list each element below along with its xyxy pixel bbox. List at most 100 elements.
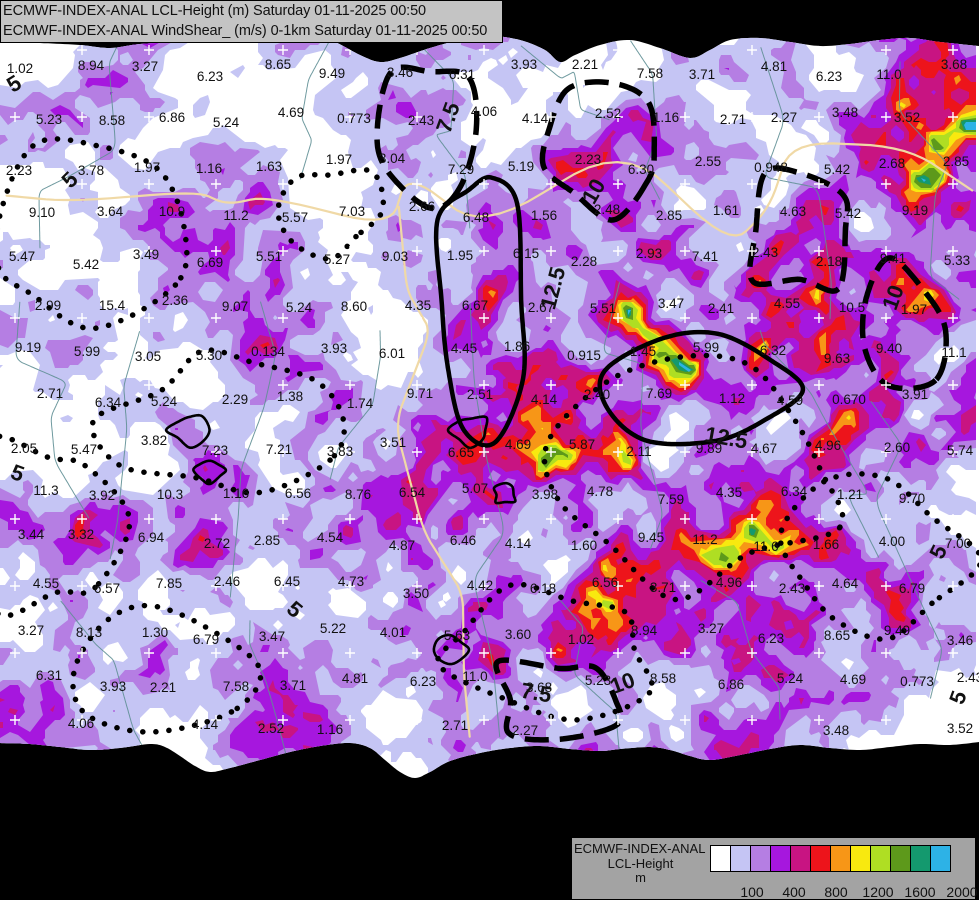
svg-text:3.68: 3.68 (526, 680, 552, 695)
svg-text:3.91: 3.91 (902, 387, 928, 402)
svg-text:7.59: 7.59 (658, 492, 684, 507)
svg-text:5.47: 5.47 (71, 442, 97, 457)
svg-text:4.14: 4.14 (192, 717, 219, 732)
svg-text:6.23: 6.23 (758, 631, 784, 646)
svg-text:5.51: 5.51 (590, 301, 616, 316)
svg-text:11.0: 11.0 (462, 669, 487, 684)
svg-text:3.93: 3.93 (321, 341, 347, 356)
svg-text:3.50: 3.50 (403, 586, 429, 601)
svg-text:5.27: 5.27 (324, 252, 350, 267)
svg-text:3.64: 3.64 (97, 204, 124, 219)
svg-text:5.22: 5.22 (320, 621, 346, 636)
svg-text:2.11: 2.11 (626, 444, 651, 459)
svg-text:2.21: 2.21 (150, 680, 176, 695)
svg-text:6.67: 6.67 (462, 298, 488, 313)
svg-text:5.24: 5.24 (151, 394, 178, 409)
svg-text:9.40: 9.40 (876, 341, 902, 356)
svg-text:7.41: 7.41 (692, 249, 718, 264)
svg-text:7.85: 7.85 (156, 576, 182, 591)
svg-text:5.63: 5.63 (444, 628, 470, 643)
svg-text:8.94: 8.94 (78, 58, 105, 73)
svg-text:3.47: 3.47 (658, 296, 684, 311)
svg-text:11.3: 11.3 (33, 483, 58, 498)
svg-text:1.74: 1.74 (347, 396, 374, 411)
svg-text:2.72: 2.72 (204, 536, 230, 551)
svg-text:6.45: 6.45 (274, 574, 300, 589)
svg-text:2.46: 2.46 (214, 574, 240, 589)
svg-text:11.6: 11.6 (753, 539, 778, 554)
svg-text:6.86: 6.86 (159, 110, 185, 125)
svg-text:5.23: 5.23 (585, 673, 611, 688)
svg-text:3.82: 3.82 (141, 433, 167, 448)
svg-text:7.69: 7.69 (646, 386, 672, 401)
svg-text:4.06: 4.06 (471, 104, 497, 119)
svg-text:3.27: 3.27 (18, 623, 44, 638)
svg-text:0.670: 0.670 (832, 392, 866, 407)
svg-text:9.19: 9.19 (15, 340, 41, 355)
svg-text:4.69: 4.69 (505, 437, 531, 452)
svg-text:3.92: 3.92 (89, 488, 115, 503)
svg-text:7.23: 7.23 (202, 443, 228, 458)
svg-text:4.42: 4.42 (467, 578, 493, 593)
svg-text:6.18: 6.18 (530, 581, 556, 596)
svg-text:1.30: 1.30 (142, 625, 168, 640)
svg-text:2.36: 2.36 (162, 293, 188, 308)
svg-text:2.43: 2.43 (408, 113, 434, 128)
svg-text:3.51: 3.51 (380, 435, 406, 450)
svg-text:3.49: 3.49 (133, 247, 159, 262)
svg-text:3.48: 3.48 (832, 105, 858, 120)
svg-text:4.69: 4.69 (278, 105, 304, 120)
svg-text:5.42: 5.42 (835, 206, 861, 221)
svg-text:9.10: 9.10 (29, 205, 55, 220)
svg-text:1.63: 1.63 (256, 159, 282, 174)
svg-text:9.03: 9.03 (382, 249, 408, 264)
svg-text:2.85: 2.85 (656, 208, 682, 223)
svg-text:3.93: 3.93 (511, 57, 537, 72)
svg-text:2.27: 2.27 (512, 723, 538, 738)
svg-text:5.99: 5.99 (693, 340, 719, 355)
svg-text:4.69: 4.69 (840, 672, 866, 687)
svg-text:5.57: 5.57 (282, 210, 308, 225)
svg-text:9.41: 9.41 (880, 251, 906, 266)
svg-text:3.71: 3.71 (650, 580, 676, 595)
svg-text:7.00: 7.00 (945, 536, 971, 551)
svg-text:1.60: 1.60 (571, 538, 597, 553)
svg-text:3.32: 3.32 (68, 527, 94, 542)
svg-text:2.60: 2.60 (884, 440, 910, 455)
svg-text:6.31: 6.31 (36, 668, 62, 683)
svg-text:1.02: 1.02 (7, 61, 33, 76)
svg-text:2.71: 2.71 (37, 386, 63, 401)
svg-text:10.3: 10.3 (157, 487, 183, 502)
svg-text:2.40: 2.40 (584, 387, 610, 402)
svg-text:4.87: 4.87 (389, 538, 415, 553)
svg-text:2.85: 2.85 (943, 154, 969, 169)
svg-text:7.03: 7.03 (339, 204, 365, 219)
svg-text:2.52: 2.52 (595, 106, 621, 121)
svg-text:8.65: 8.65 (824, 628, 850, 643)
svg-text:5.42: 5.42 (73, 257, 99, 272)
svg-text:4.96: 4.96 (815, 438, 841, 453)
svg-text:3.44: 3.44 (18, 527, 45, 542)
svg-text:3.71: 3.71 (280, 678, 306, 693)
svg-text:1.45: 1.45 (630, 344, 656, 359)
svg-text:3.71: 3.71 (689, 67, 715, 82)
svg-text:2.71: 2.71 (442, 718, 468, 733)
svg-text:2.71: 2.71 (720, 112, 746, 127)
svg-text:4.67: 4.67 (751, 441, 777, 456)
svg-text:1.61: 1.61 (713, 203, 739, 218)
svg-text:0.773: 0.773 (337, 111, 371, 126)
svg-text:2.51: 2.51 (467, 387, 493, 402)
svg-text:1.16: 1.16 (196, 161, 222, 176)
svg-text:1.97: 1.97 (901, 302, 927, 317)
svg-text:3.27: 3.27 (698, 621, 724, 636)
svg-text:6.56: 6.56 (285, 486, 311, 501)
svg-text:2.99: 2.99 (35, 298, 61, 313)
svg-text:11.2: 11.2 (692, 532, 717, 547)
svg-text:6.30: 6.30 (628, 162, 654, 177)
svg-text:8.58: 8.58 (650, 671, 676, 686)
svg-text:5.51: 5.51 (256, 249, 282, 264)
svg-text:6.46: 6.46 (450, 533, 476, 548)
svg-text:6.48: 6.48 (463, 210, 489, 225)
svg-text:3.05: 3.05 (135, 349, 161, 364)
svg-text:6.56: 6.56 (592, 575, 618, 590)
